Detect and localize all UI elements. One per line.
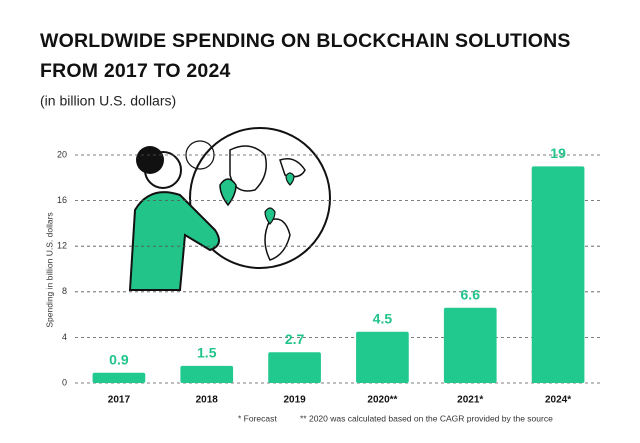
y-axis-label: Spending in billion U.S. dollars — [44, 212, 54, 327]
y-tick-label: 12 — [57, 241, 67, 251]
bar — [92, 372, 146, 383]
y-tick-label: 20 — [57, 149, 67, 159]
x-tick-label: 2024* — [545, 395, 571, 406]
illustration — [128, 127, 331, 291]
value-label: 0.9 — [109, 351, 129, 367]
y-tick-label: 16 — [57, 195, 67, 205]
value-label: 2.7 — [285, 331, 305, 347]
x-tick-label: 2020** — [367, 395, 397, 406]
y-tick-label: 0 — [62, 377, 67, 387]
bar — [268, 352, 321, 383]
value-label: 6.6 — [461, 286, 481, 302]
bar — [443, 307, 497, 383]
footnote: ** 2020 was calculated based on the CAGR… — [300, 413, 553, 423]
value-label: 1.5 — [197, 345, 217, 361]
x-tick-label: 2018 — [196, 395, 219, 406]
chart-subtitle: (in billion U.S. dollars) — [40, 93, 176, 109]
x-tick-label: 2021* — [457, 395, 483, 406]
y-tick-label: 4 — [62, 332, 67, 342]
y-tick-label: 8 — [62, 286, 67, 296]
bar — [356, 331, 409, 383]
bar — [180, 365, 234, 383]
footnote: * Forecast — [238, 413, 277, 423]
chart-title: WORLDWIDE SPENDING ON BLOCKCHAIN SOLUTIO… — [40, 30, 571, 52]
x-tick-label: 2019 — [283, 395, 306, 406]
x-tick-label: 2017 — [108, 395, 131, 406]
value-label: 19 — [550, 145, 566, 161]
bar — [531, 166, 585, 383]
value-label: 4.5 — [373, 310, 393, 326]
chart-title: FROM 2017 TO 2024 — [40, 60, 231, 82]
